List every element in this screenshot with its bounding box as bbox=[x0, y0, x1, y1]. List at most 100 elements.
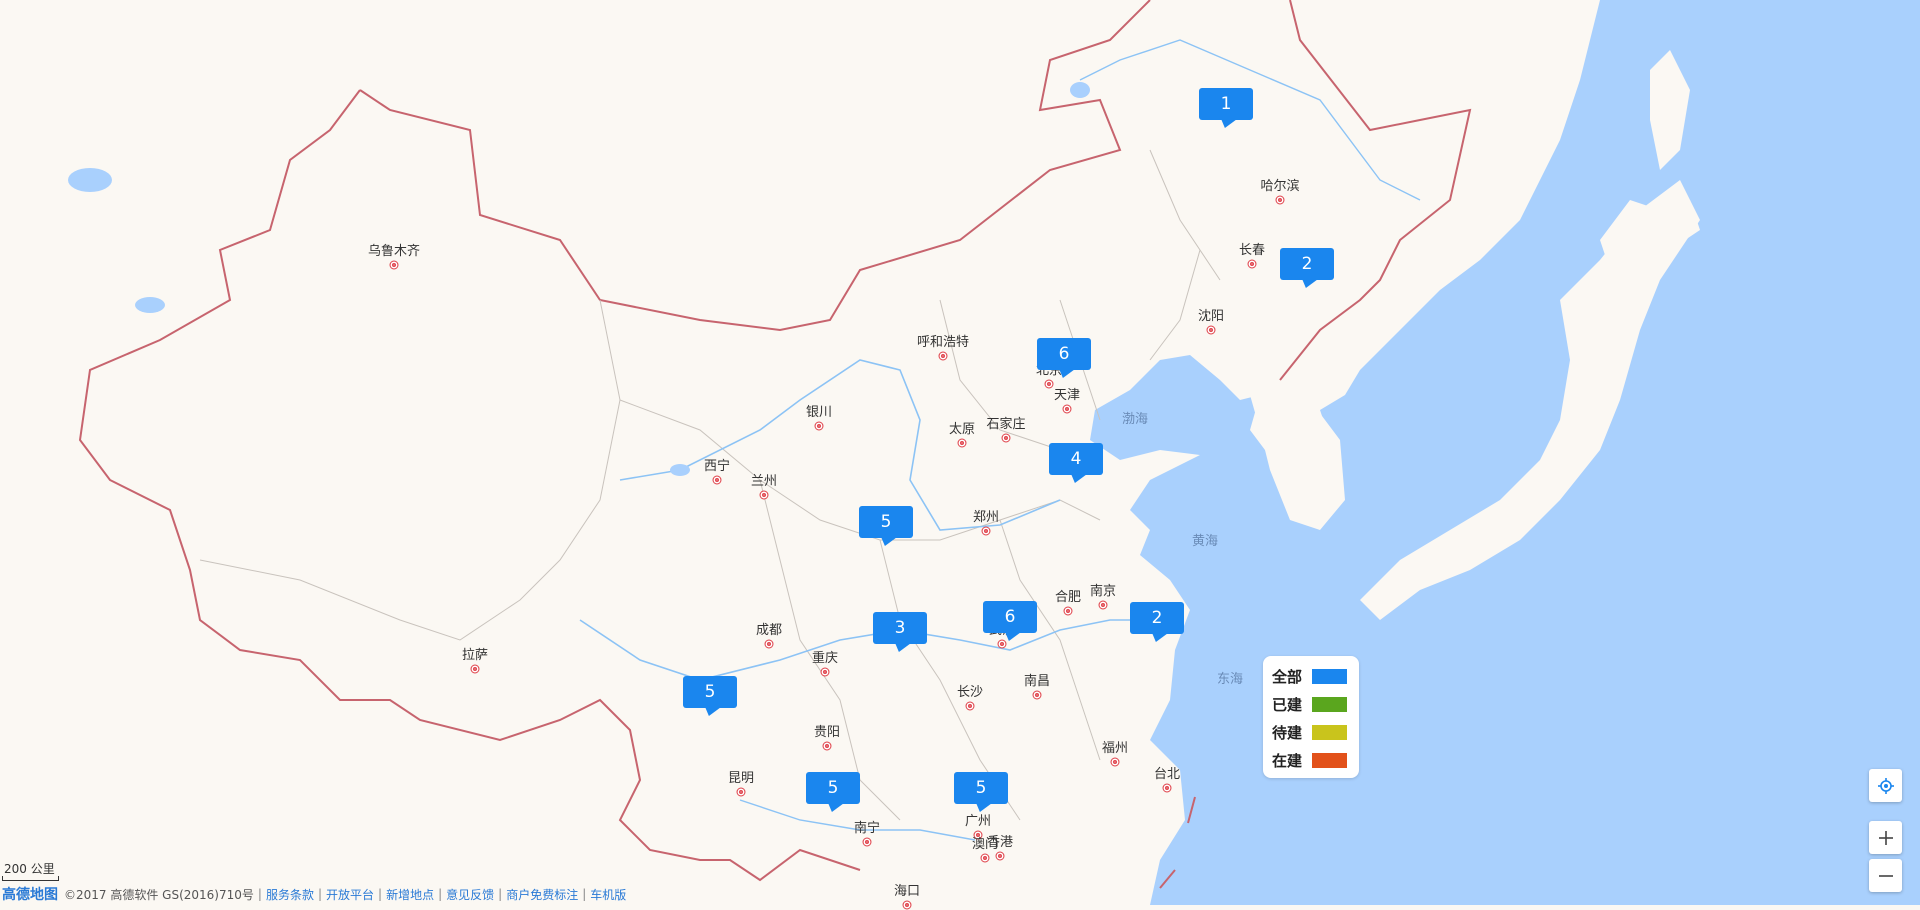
legend-item-all[interactable]: 全部 bbox=[1272, 666, 1347, 686]
city-marker-dot[interactable] bbox=[389, 260, 399, 270]
city-label: 南昌 bbox=[1023, 674, 1051, 689]
add-place-link[interactable]: 新增地点 bbox=[386, 887, 435, 902]
minus-icon bbox=[1878, 874, 1893, 877]
legend-label: 已建 bbox=[1272, 695, 1303, 714]
city-marker-dot[interactable] bbox=[814, 421, 824, 431]
cluster-marker[interactable]: 5 bbox=[683, 676, 737, 708]
amur-river bbox=[1079, 39, 1421, 201]
city-marker-dot[interactable] bbox=[822, 741, 832, 751]
city-label: 乌鲁木齐 bbox=[367, 244, 421, 259]
city-label: 合肥 bbox=[1054, 590, 1082, 605]
scale-label: 200 公里 bbox=[4, 862, 55, 876]
city-label: 福州 bbox=[1101, 741, 1129, 756]
yellow-river bbox=[619, 359, 1061, 531]
city-label: 天津 bbox=[1053, 388, 1081, 403]
city-marker-dot[interactable] bbox=[470, 664, 480, 674]
city-label: 澳门 bbox=[971, 837, 999, 852]
cluster-marker[interactable]: 2 bbox=[1280, 248, 1334, 280]
sea-label: 黄海 bbox=[1192, 534, 1219, 549]
cluster-marker[interactable]: 5 bbox=[954, 772, 1008, 804]
cluster-marker[interactable]: 5 bbox=[806, 772, 860, 804]
cluster-marker[interactable]: 6 bbox=[1037, 338, 1091, 370]
separator: | bbox=[582, 887, 587, 901]
city-marker-dot[interactable] bbox=[736, 787, 746, 797]
city-marker-dot[interactable] bbox=[981, 526, 991, 536]
status-legend: 全部 已建 待建 在建 bbox=[1263, 656, 1359, 778]
city-marker-dot[interactable] bbox=[1247, 259, 1257, 269]
city-marker-dot[interactable] bbox=[820, 667, 830, 677]
feedback-link[interactable]: 意见反馈 bbox=[446, 887, 495, 902]
cluster-marker[interactable]: 5 bbox=[859, 506, 913, 538]
city-marker-dot[interactable] bbox=[995, 851, 1005, 861]
separator: | bbox=[317, 887, 323, 901]
city-label: 长春 bbox=[1238, 243, 1266, 258]
terms-link[interactable]: 服务条款 bbox=[265, 887, 314, 902]
city-marker-dot[interactable] bbox=[1032, 690, 1042, 700]
city-marker-dot[interactable] bbox=[1206, 325, 1216, 335]
legend-item-built[interactable]: 已建 bbox=[1272, 694, 1347, 714]
pearl-river bbox=[739, 799, 976, 841]
city-label: 贵阳 bbox=[813, 725, 841, 740]
cluster-marker[interactable]: 1 bbox=[1199, 88, 1253, 120]
locate-button[interactable] bbox=[1869, 769, 1902, 802]
city-marker-dot[interactable] bbox=[1063, 606, 1073, 616]
legend-swatch bbox=[1312, 724, 1347, 740]
cluster-marker[interactable]: 6 bbox=[983, 601, 1037, 633]
city-marker-dot[interactable] bbox=[1162, 783, 1172, 793]
city-marker-dot[interactable] bbox=[1098, 600, 1108, 610]
city-label: 兰州 bbox=[750, 474, 778, 489]
legend-item-pending[interactable]: 待建 bbox=[1272, 722, 1347, 742]
car-version-link[interactable]: 车机版 bbox=[590, 887, 627, 902]
city-marker-dot[interactable] bbox=[764, 639, 774, 649]
city-label: 香港 bbox=[986, 835, 1014, 850]
city-label: 南宁 bbox=[853, 821, 881, 836]
legend-label: 全部 bbox=[1272, 667, 1303, 686]
locate-icon bbox=[1877, 777, 1894, 794]
city-label: 广州 bbox=[964, 814, 992, 829]
amap-logo[interactable]: 高德地图 bbox=[2, 887, 58, 903]
maritime-line-2 bbox=[1159, 869, 1176, 889]
city-marker-dot[interactable] bbox=[902, 900, 912, 910]
legend-label: 待建 bbox=[1272, 723, 1303, 742]
separator: | bbox=[438, 887, 443, 901]
city-label: 银川 bbox=[805, 405, 833, 420]
city-marker-dot[interactable] bbox=[980, 853, 990, 863]
lake-2 bbox=[68, 168, 112, 192]
city-label: 哈尔滨 bbox=[1260, 179, 1300, 194]
city-marker-dot[interactable] bbox=[957, 438, 967, 448]
legend-swatch bbox=[1312, 752, 1347, 768]
city-label: 石家庄 bbox=[986, 417, 1026, 432]
city-marker-dot[interactable] bbox=[862, 837, 872, 847]
city-marker-dot[interactable] bbox=[973, 830, 983, 840]
legend-label: 在建 bbox=[1272, 751, 1303, 770]
city-marker-dot[interactable] bbox=[1001, 433, 1011, 443]
cluster-marker[interactable]: 4 bbox=[1049, 443, 1103, 475]
open-platform-link[interactable]: 开放平台 bbox=[326, 887, 375, 902]
legend-swatch bbox=[1312, 696, 1347, 712]
city-marker-dot[interactable] bbox=[938, 351, 948, 361]
korea-land bbox=[1250, 380, 1345, 530]
city-label: 成都 bbox=[755, 623, 783, 638]
city-marker-dot[interactable] bbox=[965, 701, 975, 711]
merchant-label-link[interactable]: 商户免费标注 bbox=[506, 887, 579, 902]
city-marker-dot[interactable] bbox=[759, 490, 769, 500]
city-marker-dot[interactable] bbox=[1062, 404, 1072, 414]
scale-bar bbox=[2, 876, 59, 881]
city-marker-dot[interactable] bbox=[1110, 757, 1120, 767]
zoom-out-button[interactable] bbox=[1869, 859, 1902, 892]
taiwan-land bbox=[1150, 775, 1178, 850]
national-border bbox=[78, 0, 1472, 882]
city-marker-dot[interactable] bbox=[1044, 379, 1054, 389]
lake-3 bbox=[1070, 82, 1090, 98]
zoom-in-button[interactable] bbox=[1869, 821, 1902, 854]
city-label: 海口 bbox=[893, 884, 921, 899]
cluster-marker[interactable]: 3 bbox=[873, 612, 927, 644]
city-marker-dot[interactable] bbox=[1275, 195, 1285, 205]
city-label: 昆明 bbox=[727, 771, 755, 786]
city-marker-dot[interactable] bbox=[712, 475, 722, 485]
cluster-marker[interactable]: 2 bbox=[1130, 602, 1184, 634]
legend-item-building[interactable]: 在建 bbox=[1272, 750, 1347, 770]
separator: | bbox=[498, 887, 503, 901]
city-label: 郑州 bbox=[972, 510, 1000, 525]
